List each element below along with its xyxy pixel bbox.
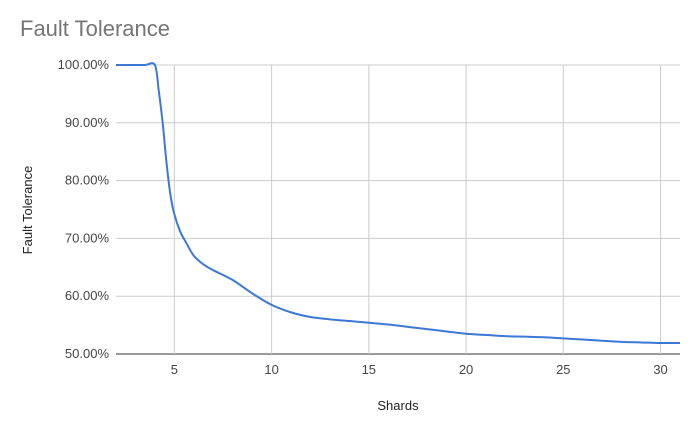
series-line <box>116 62 681 345</box>
x-axis-title: Shards <box>377 398 419 413</box>
x-tick-label: 20 <box>459 362 473 377</box>
y-tick-label: 80.00% <box>65 173 110 188</box>
chart-title: Fault Tolerance <box>20 16 171 41</box>
y-tick-label: 100.00% <box>58 57 110 72</box>
y-tick-label: 70.00% <box>65 230 110 245</box>
y-tick-labels: 50.00% 60.00% 70.00% 80.00% 90.00% 100.00% <box>58 57 110 361</box>
x-tick-label: 15 <box>362 362 376 377</box>
x-tick-label: 25 <box>556 362 570 377</box>
y-tick-label: 50.00% <box>65 346 110 361</box>
x-tick-labels: 5 10 15 20 25 30 <box>171 362 668 377</box>
x-tick-label: 10 <box>264 362 278 377</box>
y-tick-label: 60.00% <box>65 288 110 303</box>
y-axis-title: Fault Tolerance <box>20 166 35 255</box>
grid-lines <box>116 64 680 355</box>
x-tick-label: 30 <box>653 362 667 377</box>
y-tick-label: 90.00% <box>65 115 110 130</box>
series-group <box>116 62 681 345</box>
x-tick-label: 5 <box>171 362 178 377</box>
